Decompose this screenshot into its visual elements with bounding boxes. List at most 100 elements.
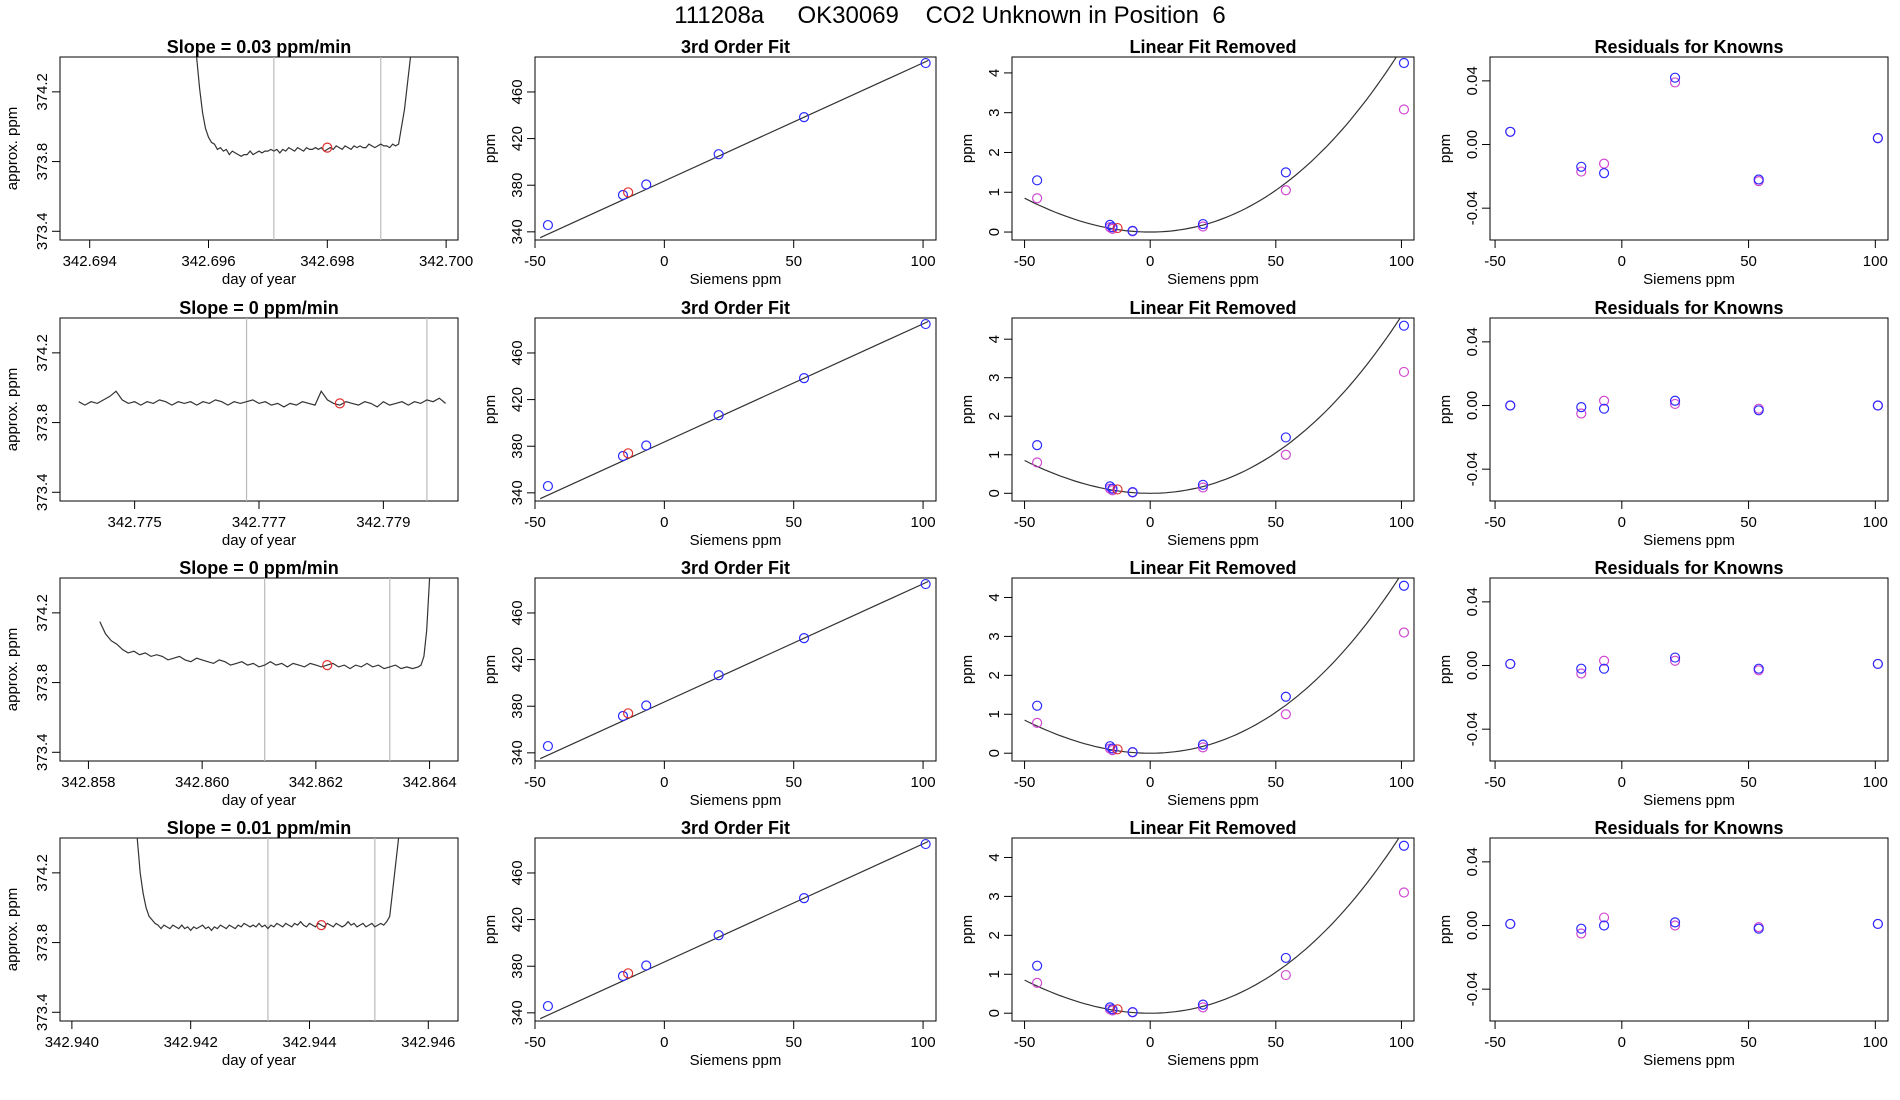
known-point-blue (1032, 960, 1043, 971)
chart-panel-linfit-1: Linear Fit Removed -50 0 50 100 Siemens ppm 0 1… (959, 298, 1415, 549)
unknown-point (623, 448, 634, 459)
y-tick-label: 373.8 (34, 924, 51, 962)
x-axis-label: day of year (222, 792, 296, 809)
chart-title: Linear Fit Removed (1129, 558, 1296, 578)
y-tick-label: 340 (509, 480, 526, 505)
x-tick-label: 0 (660, 514, 668, 531)
x-tick-label: -50 (524, 514, 546, 531)
y-tick-label: 4 (986, 69, 1003, 77)
x-tick-label: 0 (660, 253, 668, 270)
x-axis-label: Siemens ppm (1167, 271, 1259, 288)
x-tick-label: -50 (1014, 253, 1036, 270)
residual-point-blue (1505, 918, 1516, 930)
known-point (617, 710, 629, 722)
fit-line (539, 320, 929, 500)
unknown-point (623, 968, 634, 979)
x-tick-label: 0 (1618, 514, 1626, 531)
x-axis-label: Siemens ppm (1167, 1052, 1259, 1069)
known-point-magenta (1280, 185, 1291, 196)
y-tick-label: 1 (986, 970, 1003, 978)
known-point-blue (1398, 580, 1410, 591)
x-tick-label: 342.946 (401, 1034, 455, 1051)
y-tick-label: 373.8 (34, 664, 51, 702)
plot-area (539, 318, 931, 500)
x-tick-label: 0 (1146, 774, 1154, 791)
plot-frame (1011, 56, 1415, 241)
known-point-blue (1197, 218, 1209, 230)
trace-line (78, 389, 446, 408)
known-point-blue (1398, 57, 1410, 69)
x-tick-label: 100 (1863, 1034, 1888, 1051)
x-tick-label: 342.694 (63, 253, 117, 270)
known-point-magenta (1032, 193, 1043, 204)
chart-title: Slope = 0.03 ppm/min (167, 37, 352, 57)
residual-point-blue (1753, 923, 1764, 934)
y-axis-label: ppm (959, 915, 976, 944)
x-axis-label: Siemens ppm (1643, 792, 1735, 809)
x-tick-label: 0 (1146, 1034, 1154, 1051)
plot-frame (534, 56, 937, 241)
known-point (641, 179, 652, 190)
plot-area (539, 838, 931, 1020)
residual-point-blue (1669, 917, 1681, 928)
x-tick-label: 50 (1267, 1034, 1284, 1051)
plot-area (196, 57, 412, 240)
known-point (641, 700, 652, 711)
plot-area (1024, 578, 1410, 758)
known-point-blue (1104, 1002, 1116, 1013)
y-axis-label: approx. ppm (4, 888, 21, 971)
x-tick-label: -50 (1484, 1034, 1506, 1051)
x-axis-label: Siemens ppm (1643, 271, 1735, 288)
known-point-magenta (1032, 457, 1043, 468)
known-point-magenta (1398, 627, 1410, 638)
x-axis-label: day of year (222, 271, 296, 288)
x-tick-label: -50 (524, 1034, 546, 1051)
y-tick-label: 2 (986, 148, 1003, 156)
fit-curve (1024, 57, 1398, 233)
fit-line (539, 580, 929, 760)
residual-point-blue (1598, 663, 1610, 674)
y-tick-label: 0.00 (1464, 911, 1481, 940)
x-tick-label: 50 (785, 253, 802, 270)
known-point-magenta (1280, 709, 1291, 720)
y-axis-label: approx. ppm (4, 107, 21, 190)
x-tick-label: -50 (524, 253, 546, 270)
chart-panel-resid-0: Residuals for Knowns -50 0 50 100 Siemens ppm… (1437, 37, 1889, 288)
x-tick-label: 100 (911, 1034, 936, 1051)
known-point (542, 740, 554, 752)
y-tick-label: 0.04 (1464, 587, 1481, 616)
y-axis-label: ppm (959, 134, 976, 163)
y-tick-label: 0.00 (1464, 130, 1481, 159)
y-axis-label: ppm (1437, 395, 1454, 424)
x-axis-label: Siemens ppm (690, 271, 782, 288)
x-tick-label: 50 (1740, 253, 1757, 270)
y-tick-label: 0 (986, 489, 1003, 497)
known-point-blue (1280, 952, 1291, 964)
y-tick-label: 0.04 (1464, 66, 1481, 95)
known-point-blue (1197, 479, 1209, 490)
y-tick-label: 0 (986, 228, 1003, 236)
residual-point-blue (1576, 402, 1587, 413)
x-axis-label: Siemens ppm (690, 792, 782, 809)
residual-point-blue (1669, 395, 1681, 406)
chart-title: Linear Fit Removed (1129, 298, 1296, 318)
residual-point-blue (1598, 920, 1610, 931)
x-tick-label: 100 (1389, 514, 1414, 531)
x-tick-label: 342.696 (181, 253, 235, 270)
x-tick-label: 100 (1863, 514, 1888, 531)
y-tick-label: 2 (986, 671, 1003, 679)
x-tick-label: 0 (660, 774, 668, 791)
known-point-blue (1127, 225, 1138, 236)
known-point (713, 670, 724, 681)
known-point-magenta (1398, 887, 1410, 898)
known-point-blue (1280, 167, 1291, 178)
x-axis-label: Siemens ppm (1167, 792, 1259, 809)
plot-frame (534, 577, 937, 762)
y-tick-label: 460 (509, 340, 526, 365)
chart-panel-resid-2: Residuals for Knowns -50 0 50 100 Siemens ppm… (1437, 558, 1889, 809)
y-axis-label: ppm (959, 655, 976, 684)
chart-title: 3rd Order Fit (681, 558, 790, 578)
chart-title: Residuals for Knowns (1594, 37, 1783, 57)
x-tick-label: 342.864 (402, 774, 456, 791)
